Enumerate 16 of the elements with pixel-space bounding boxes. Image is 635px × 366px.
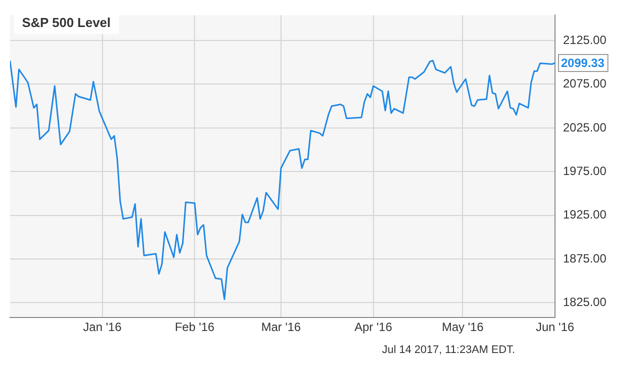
x-tick-label: Jan '16 [83,320,122,334]
x-tick-label: Jun '16 [536,320,574,334]
x-tick-label: Feb '16 [174,320,215,334]
y-tick-label: 1975.00 [563,164,607,178]
y-tick-label: 2075.00 [563,76,607,91]
y-tick-label: 1925.00 [563,208,607,222]
y-tick-label: 1875.00 [563,251,607,266]
y-tick-label: 1825.00 [563,295,607,310]
chart-title: S&P 500 Level [14,11,119,34]
x-tick-label: Mar '16 [261,320,302,334]
y-tick-label: 2125.00 [563,32,607,47]
text: Jul 14 2017, 11:23AM EDT. [382,344,516,356]
y-tick-label: 2025.00 [563,120,607,134]
x-tick-label: May '16 [442,320,484,334]
x-tick-label: Apr '16 [354,320,392,334]
annotation: 2099.33 [561,56,605,70]
